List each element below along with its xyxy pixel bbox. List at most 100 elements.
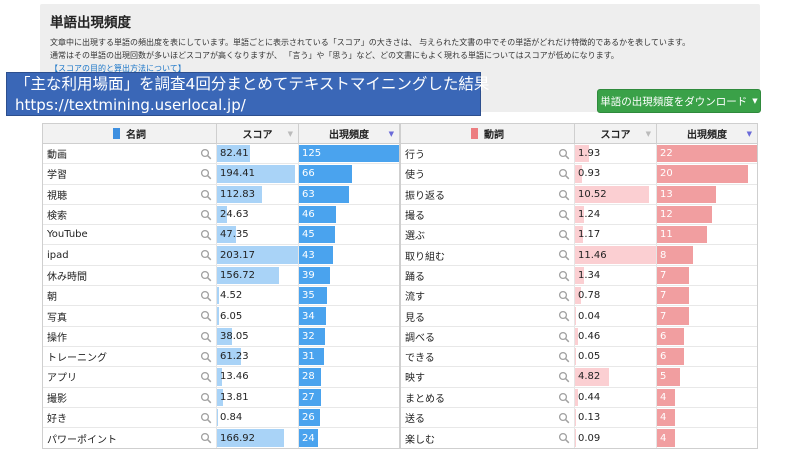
word-cell: 休み時間	[43, 265, 217, 286]
score-value: 156.72	[220, 269, 255, 281]
search-icon[interactable]	[558, 412, 570, 424]
word-cell: 調べる	[401, 326, 575, 346]
freq-cell: 63	[299, 185, 399, 204]
verb-score-header[interactable]: スコア ▼	[575, 124, 657, 143]
search-icon[interactable]	[200, 432, 212, 444]
search-icon[interactable]	[558, 189, 570, 201]
search-icon[interactable]	[558, 432, 570, 444]
search-icon[interactable]	[558, 351, 570, 363]
score-value: 0.46	[578, 330, 601, 342]
noun-freq-header-label: 出現頻度	[329, 130, 369, 141]
search-icon[interactable]	[558, 290, 570, 302]
word-text: 休み時間	[47, 271, 87, 283]
freq-bar	[299, 388, 321, 406]
search-icon[interactable]	[200, 412, 212, 424]
score-bar	[575, 266, 585, 285]
freq-value: 20	[660, 168, 673, 180]
search-icon[interactable]	[200, 371, 212, 383]
word-text: 選ぶ	[405, 231, 425, 243]
word-cell: 動画	[43, 144, 217, 164]
verb-freq-header[interactable]: 出現頻度 ▼	[657, 124, 757, 143]
download-frequency-button[interactable]: 単語の出現頻度をダウンロード ▼	[597, 89, 761, 113]
word-text: 好き	[47, 414, 67, 425]
search-icon[interactable]	[558, 392, 570, 404]
search-icon[interactable]	[558, 229, 570, 241]
search-icon[interactable]	[200, 392, 212, 404]
search-icon[interactable]	[558, 310, 570, 322]
freq-value: 13	[660, 188, 673, 200]
search-icon[interactable]	[200, 331, 212, 343]
freq-bar	[299, 429, 319, 448]
freq-cell: 12	[657, 205, 757, 224]
noun-score-header[interactable]: スコア ▼	[217, 124, 299, 143]
search-icon[interactable]	[200, 270, 212, 282]
noun-frequency-table: 名詞 スコア ▼ 出現頻度 ▼ 動画 82.41 125 学習 194.41 66 視聴 11…	[42, 123, 400, 450]
freq-cell: 43	[299, 245, 399, 264]
freq-cell: 7	[657, 266, 757, 285]
freq-value: 7	[660, 269, 667, 281]
word-cell: 朝	[43, 286, 217, 306]
score-cell: 82.41	[217, 144, 299, 164]
freq-value: 5	[660, 371, 667, 383]
sort-icon: ▼	[645, 130, 651, 138]
noun-freq-header[interactable]: 出現頻度 ▼	[299, 124, 399, 143]
freq-bar	[299, 307, 327, 325]
search-icon[interactable]	[558, 168, 570, 180]
freq-value: 27	[302, 391, 315, 403]
freq-value: 46	[302, 209, 315, 221]
score-bar	[575, 287, 581, 305]
word-text: まとめる	[405, 393, 445, 405]
score-explanation-link[interactable]: 【スコアの目的と算出方法について】	[50, 64, 186, 73]
word-cell: 振り返る	[401, 184, 575, 204]
search-icon[interactable]	[200, 229, 212, 241]
search-icon[interactable]	[200, 310, 212, 322]
search-icon[interactable]	[200, 209, 212, 221]
search-icon[interactable]	[558, 148, 570, 160]
search-icon[interactable]	[558, 270, 570, 282]
freq-bar	[657, 327, 685, 345]
verb-table-header: 動詞 スコア ▼ 出現頻度 ▼	[401, 124, 757, 144]
verb-score-header-label: スコア	[600, 130, 631, 141]
word-text: 送る	[405, 414, 425, 425]
score-value: 13.81	[220, 391, 249, 403]
search-icon[interactable]	[558, 249, 570, 261]
freq-cell: 31	[299, 347, 399, 366]
score-cell: 24.63	[217, 204, 299, 225]
freq-value: 35	[302, 290, 315, 302]
search-icon[interactable]	[200, 290, 212, 302]
score-cell: 0.93	[575, 164, 657, 184]
word-text: YouTube	[47, 229, 88, 241]
search-icon[interactable]	[558, 209, 570, 221]
search-icon[interactable]	[200, 351, 212, 363]
noun-table-body: 動画 82.41 125 学習 194.41 66 視聴 112.83 63 検索 24.63 46 Y…	[43, 144, 399, 449]
noun-word-header[interactable]: 名詞	[43, 124, 217, 143]
score-value: 1.34	[578, 269, 601, 281]
table-row: まとめる 0.44 4	[401, 387, 757, 408]
search-icon[interactable]	[200, 249, 212, 261]
table-row: 撮る 1.24 12	[401, 204, 757, 226]
score-bar	[575, 429, 576, 448]
score-value: 24.63	[220, 209, 249, 221]
search-icon[interactable]	[558, 371, 570, 383]
word-cell: まとめる	[401, 387, 575, 407]
table-row: 映す 4.82 5	[401, 367, 757, 388]
score-cell: 61.23	[217, 346, 299, 367]
word-cell: 選ぶ	[401, 225, 575, 245]
freq-cell: 20	[657, 164, 757, 183]
word-cell: 行う	[401, 144, 575, 164]
score-bar	[217, 165, 295, 183]
freq-bar	[657, 205, 712, 224]
search-icon[interactable]	[200, 148, 212, 160]
word-text: 踊る	[405, 271, 425, 283]
noun-legend-swatch	[113, 128, 120, 139]
search-icon[interactable]	[558, 331, 570, 343]
verb-word-header[interactable]: 動詞	[401, 124, 575, 143]
freq-cell: 6	[657, 327, 757, 346]
score-value: 1.24	[578, 209, 601, 221]
search-icon[interactable]	[200, 168, 212, 180]
score-cell: 203.17	[217, 245, 299, 265]
freq-bar	[657, 368, 680, 386]
search-icon[interactable]	[200, 189, 212, 201]
score-cell: 0.05	[575, 346, 657, 367]
score-bar	[217, 307, 220, 325]
